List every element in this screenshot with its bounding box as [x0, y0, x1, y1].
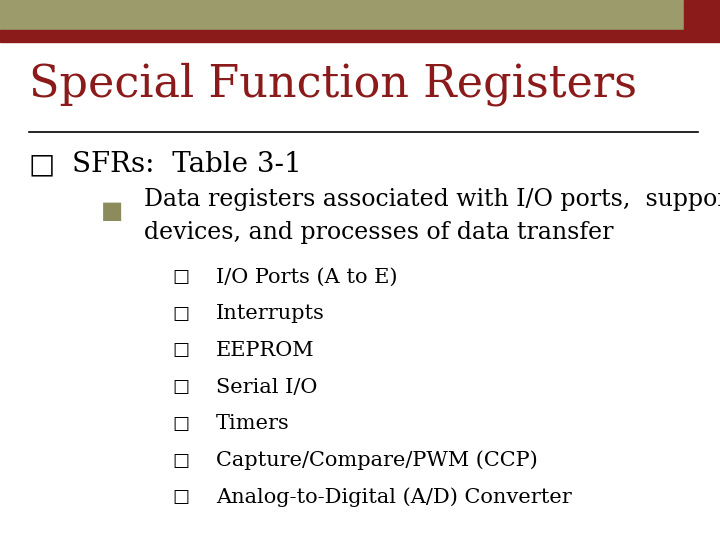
Text: □: □ [173, 451, 190, 470]
Text: I/O Ports (A to E): I/O Ports (A to E) [216, 267, 397, 287]
Bar [684, 0, 720, 30]
Text: Data registers associated with I/O ports,  support
devices, and processes of dat: Data registers associated with I/O ports… [144, 188, 720, 244]
Text: Analog-to-Digital (A/D) Converter: Analog-to-Digital (A/D) Converter [216, 488, 572, 507]
Text: □: □ [173, 268, 190, 286]
Text: □: □ [173, 415, 190, 433]
Text: Timers: Timers [216, 414, 289, 434]
Text: ■: ■ [101, 199, 123, 222]
Text: □: □ [29, 151, 55, 179]
Text: Capture/Compare/PWM (CCP): Capture/Compare/PWM (CCP) [216, 451, 538, 470]
Text: □: □ [173, 305, 190, 323]
Bar [0, 0, 720, 30]
Bar [0, 30, 720, 42]
Text: EEPROM: EEPROM [216, 341, 315, 360]
Text: Special Function Registers: Special Function Registers [29, 62, 636, 105]
Text: □: □ [173, 378, 190, 396]
Text: SFRs:  Table 3-1: SFRs: Table 3-1 [72, 151, 302, 178]
Text: Serial I/O: Serial I/O [216, 377, 318, 397]
Text: Interrupts: Interrupts [216, 304, 325, 323]
Text: □: □ [173, 341, 190, 360]
Text: □: □ [173, 488, 190, 507]
